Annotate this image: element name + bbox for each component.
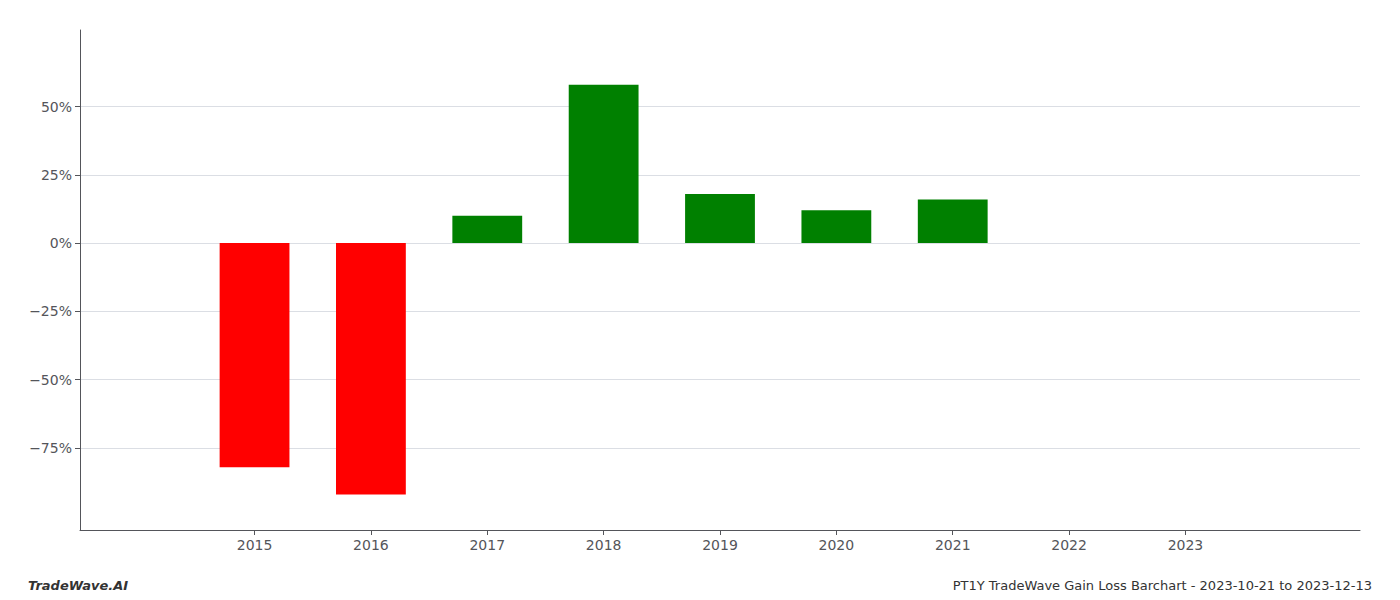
svg-text:2021: 2021 bbox=[935, 537, 971, 553]
svg-text:−25%: −25% bbox=[29, 303, 72, 319]
svg-text:TradeWave.AI: TradeWave.AI bbox=[28, 578, 128, 593]
svg-text:25%: 25% bbox=[41, 167, 72, 183]
svg-text:−75%: −75% bbox=[29, 440, 72, 456]
svg-text:2019: 2019 bbox=[702, 537, 738, 553]
svg-text:2020: 2020 bbox=[819, 537, 855, 553]
svg-text:0%: 0% bbox=[50, 235, 72, 251]
svg-text:2018: 2018 bbox=[586, 537, 622, 553]
svg-text:2016: 2016 bbox=[353, 537, 389, 553]
svg-text:2022: 2022 bbox=[1051, 537, 1087, 553]
svg-text:2023: 2023 bbox=[1168, 537, 1204, 553]
svg-text:−50%: −50% bbox=[29, 372, 72, 388]
svg-text:2017: 2017 bbox=[469, 537, 505, 553]
svg-text:50%: 50% bbox=[41, 99, 72, 115]
svg-text:PT1Y TradeWave Gain Loss Barch: PT1Y TradeWave Gain Loss Barchart - 2023… bbox=[953, 578, 1372, 593]
svg-text:2015: 2015 bbox=[237, 537, 273, 553]
